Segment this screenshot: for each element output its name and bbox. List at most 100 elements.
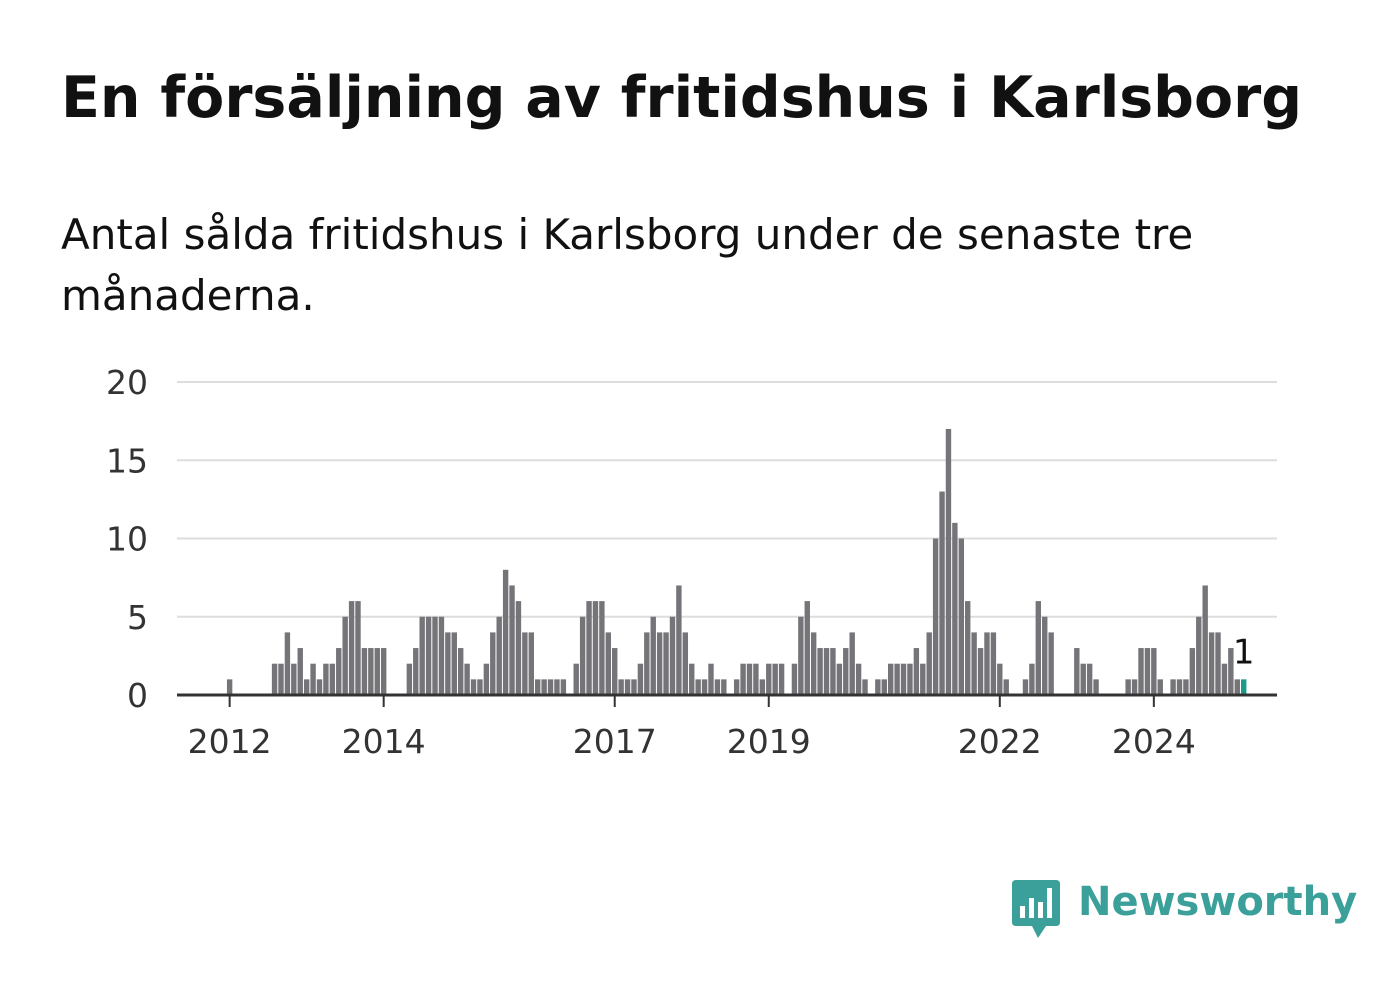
- bar: [644, 632, 650, 695]
- bar: [939, 491, 945, 695]
- bar: [977, 648, 984, 695]
- gridlines: [177, 381, 1277, 618]
- y-tick-label: 20: [106, 363, 148, 402]
- bar-latest: [1240, 679, 1247, 695]
- bar: [554, 679, 560, 695]
- bar: [599, 601, 605, 695]
- bar: [438, 616, 445, 695]
- bar: [920, 663, 926, 695]
- bar: [496, 616, 502, 695]
- bar: [958, 538, 964, 695]
- bar: [624, 679, 631, 695]
- bar: [965, 601, 971, 695]
- bar: [926, 632, 932, 695]
- bar: [541, 679, 547, 695]
- bar: [682, 632, 689, 695]
- brand-name: Newsworthy: [1078, 879, 1358, 925]
- bar: [413, 648, 419, 695]
- bar: [888, 663, 894, 695]
- bar: [810, 632, 817, 695]
- bar: [406, 663, 413, 695]
- bar: [1035, 601, 1042, 695]
- bar: [650, 616, 656, 695]
- chart-subtitle: Antal sålda fritidshus i Karlsborg under…: [61, 210, 1194, 320]
- y-tick-label: 0: [127, 676, 148, 715]
- bar: [695, 679, 701, 695]
- bar: [676, 585, 682, 695]
- bar: [380, 648, 387, 695]
- bar: [445, 632, 451, 695]
- bar: [1183, 679, 1189, 695]
- bar: [804, 601, 810, 695]
- bar: [432, 616, 438, 695]
- bar: [592, 601, 599, 695]
- bar: [1176, 679, 1183, 695]
- bar: [1196, 616, 1202, 695]
- bar: [855, 663, 862, 695]
- bar: [791, 663, 798, 695]
- bar: [637, 663, 644, 695]
- bar: [689, 663, 695, 695]
- bar: [823, 648, 830, 695]
- bar: [952, 522, 958, 695]
- bar: [740, 663, 746, 695]
- bar: [913, 648, 920, 695]
- bar: [483, 663, 490, 695]
- bar: [753, 663, 759, 695]
- bar: [560, 679, 567, 695]
- bar: [990, 632, 997, 695]
- bar: [836, 663, 843, 695]
- bar: [502, 569, 509, 695]
- bar: [932, 538, 939, 695]
- bar: [1029, 663, 1035, 695]
- bar: [663, 632, 669, 695]
- bar: [226, 679, 233, 695]
- x-tick-label: 2014: [342, 722, 426, 761]
- bar: [490, 632, 496, 695]
- bar: [1131, 679, 1138, 695]
- bar: [656, 632, 663, 695]
- bar: [778, 663, 785, 695]
- bar: [1074, 648, 1080, 695]
- bar: [348, 601, 355, 695]
- bar: [862, 679, 868, 695]
- bar: [798, 616, 804, 695]
- bar: [355, 601, 361, 695]
- bar: [451, 632, 457, 695]
- bar: [547, 679, 554, 695]
- x-tick-label: 2019: [727, 722, 811, 761]
- bar: [843, 648, 849, 695]
- bar: [522, 632, 528, 695]
- bar: [1221, 663, 1228, 695]
- bar: [284, 632, 291, 695]
- bar: [323, 663, 329, 695]
- bar: [1080, 663, 1086, 695]
- bar: [1215, 632, 1221, 695]
- bar: [278, 663, 284, 695]
- bar: [1022, 679, 1029, 695]
- y-tick-label: 10: [106, 520, 148, 559]
- bar: [316, 679, 323, 695]
- bar: [708, 663, 714, 695]
- bar: [425, 616, 432, 695]
- bar: [618, 679, 624, 695]
- bar: [945, 428, 952, 695]
- bar: [291, 663, 297, 695]
- bar: [631, 679, 637, 695]
- bar: [342, 616, 348, 695]
- y-axis-tick-labels: 0 5 10 15 20: [106, 363, 148, 715]
- bar: [535, 679, 541, 695]
- bar: [1189, 648, 1196, 695]
- bar: [368, 648, 374, 695]
- x-axis-tick-labels: 2012 2014 2017 2019 2022 2024: [188, 722, 1196, 761]
- bar: [329, 663, 336, 695]
- x-tick-label: 2012: [188, 722, 272, 761]
- bar: [477, 679, 483, 695]
- bar: [464, 663, 470, 695]
- bar: [1086, 663, 1093, 695]
- bar: [374, 648, 380, 695]
- bar: [470, 679, 477, 695]
- chart-title: En försäljning av fritidshus i Karlsborg: [61, 65, 1303, 131]
- bar: [586, 601, 592, 695]
